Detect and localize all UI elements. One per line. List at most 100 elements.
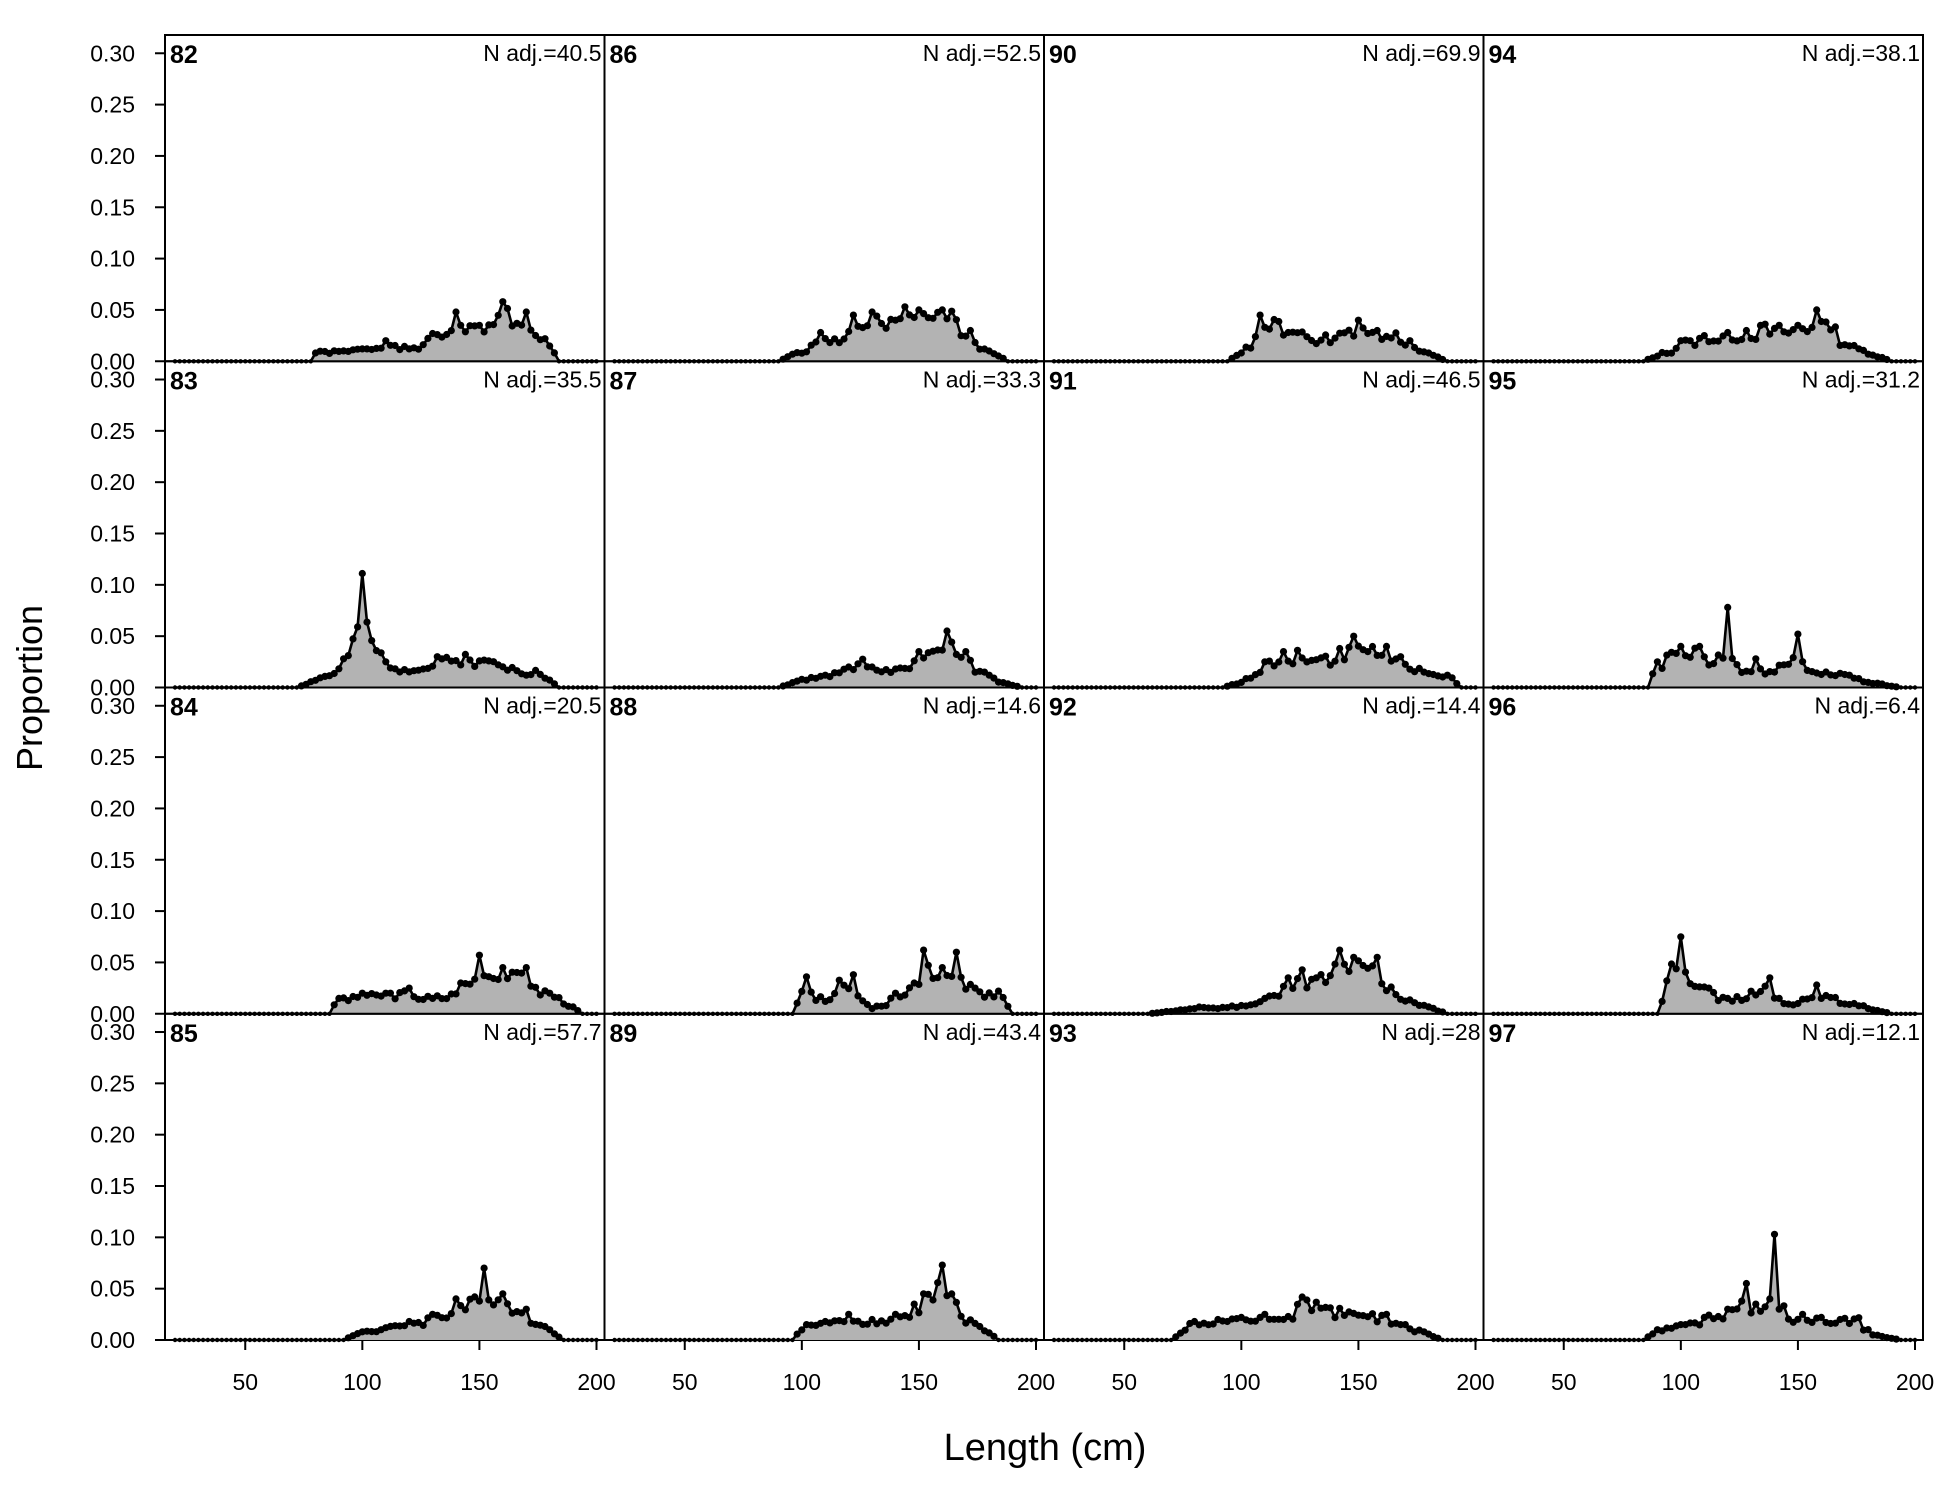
data-point	[489, 1301, 498, 1309]
data-point	[1724, 603, 1732, 612]
data-point	[743, 1337, 748, 1343]
data-point	[499, 964, 507, 972]
data-point	[1440, 1337, 1445, 1343]
data-point	[1019, 1337, 1025, 1343]
y-tick-label: 0.10	[90, 898, 135, 924]
y-tick-label: 0.20	[90, 143, 135, 169]
data-point	[322, 1337, 328, 1343]
data-point	[1378, 651, 1386, 659]
data-point	[1747, 668, 1755, 676]
data-point	[849, 971, 858, 979]
data-point	[1631, 1337, 1637, 1343]
data-point	[1117, 1337, 1122, 1343]
data-point	[457, 1302, 465, 1310]
data-point	[863, 322, 872, 330]
data-point	[247, 1337, 253, 1343]
y-tick-label: 0.10	[90, 572, 135, 598]
panel-year-label: 85	[170, 1020, 198, 1048]
panel-year-label: 97	[1489, 1020, 1517, 1048]
data-point	[1585, 1337, 1590, 1343]
data-point	[1672, 344, 1680, 352]
y-tick-label: 0.30	[90, 40, 135, 66]
data-point	[868, 308, 876, 316]
panel-93: 93 N adj.=28	[1043, 1012, 1485, 1343]
data-point	[1322, 652, 1330, 660]
data-point	[910, 313, 918, 322]
data-point	[1256, 668, 1264, 677]
data-point	[710, 1337, 716, 1343]
data-point	[785, 1337, 790, 1343]
data-point	[471, 975, 479, 983]
data-point	[766, 1337, 772, 1343]
data-point	[186, 1337, 192, 1343]
x-tick-label: 50	[672, 1369, 698, 1395]
data-point	[503, 304, 512, 313]
data-point	[335, 665, 343, 673]
data-point	[261, 1337, 267, 1343]
data-point	[229, 1337, 234, 1343]
data-point	[1336, 946, 1344, 954]
data-point	[550, 349, 559, 357]
data-point	[1710, 988, 1718, 997]
data-point	[480, 1264, 488, 1272]
x-tick-label: 50	[232, 1369, 258, 1395]
data-point	[1538, 1337, 1543, 1343]
data-point	[948, 972, 956, 981]
data-point	[1719, 1315, 1727, 1323]
data-point	[654, 1337, 659, 1343]
data-point	[377, 344, 385, 352]
panel-year-label: 91	[1049, 367, 1077, 395]
data-point	[1738, 335, 1746, 344]
data-point	[1817, 1313, 1825, 1321]
panel-frame	[1482, 1012, 1924, 1341]
data-point	[1831, 993, 1839, 1002]
data-point	[1098, 1337, 1104, 1343]
y-tick-label: 0.20	[90, 1122, 135, 1148]
data-point	[1159, 1337, 1164, 1343]
distribution-area	[1493, 936, 1915, 1014]
data-point	[452, 1295, 460, 1303]
data-point	[1256, 311, 1264, 319]
data-point	[494, 311, 502, 319]
y-tick-label: 0.00	[90, 1001, 135, 1027]
data-point	[177, 1337, 182, 1343]
data-point	[1298, 328, 1306, 336]
data-point	[561, 1337, 566, 1343]
data-point	[1312, 1298, 1320, 1306]
data-point	[1752, 335, 1760, 343]
data-point	[1649, 1330, 1657, 1338]
data-point	[1761, 982, 1769, 990]
data-point	[1289, 984, 1297, 993]
data-point	[518, 969, 526, 977]
data-point	[929, 1296, 937, 1304]
data-point	[659, 1337, 664, 1343]
data-point	[1075, 1337, 1080, 1343]
data-point	[1010, 1337, 1015, 1343]
data-point	[1766, 1295, 1774, 1303]
distribution-area	[1054, 636, 1476, 688]
data-point	[475, 951, 483, 959]
data-point	[1459, 1337, 1464, 1343]
data-point	[1275, 992, 1283, 1000]
panel-frame	[603, 360, 1045, 689]
data-point	[817, 328, 825, 337]
data-point	[1756, 987, 1765, 996]
data-point	[1761, 320, 1769, 328]
data-point	[1677, 933, 1685, 941]
x-tick-label: 100	[1222, 1369, 1260, 1395]
data-point	[480, 328, 488, 336]
distribution-area	[1054, 1297, 1476, 1340]
distribution-area	[614, 950, 1036, 1014]
data-point	[1029, 1337, 1034, 1343]
data-point	[1524, 1337, 1529, 1343]
data-point	[640, 1337, 645, 1343]
data-point	[882, 1319, 890, 1327]
data-point	[1345, 326, 1353, 334]
data-point	[419, 341, 427, 349]
data-point	[706, 1337, 711, 1343]
x-axes: 50 100 150 200 50 100 150 200 50 100 150 200 50 100 15…	[232, 1340, 1934, 1395]
y-tick-label: 0.25	[90, 744, 135, 770]
data-point	[840, 335, 848, 343]
data-point	[280, 1337, 285, 1343]
data-point	[215, 1337, 220, 1343]
